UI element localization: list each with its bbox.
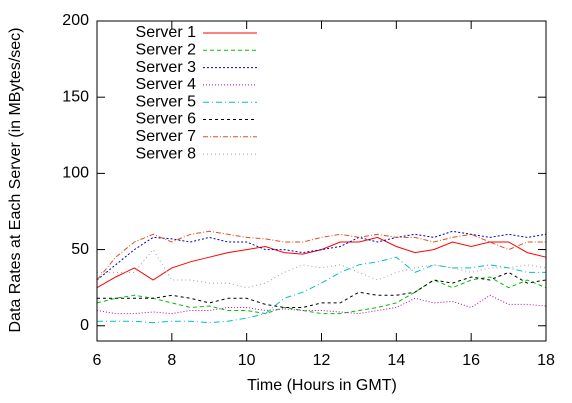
x-tick-label: 10 xyxy=(238,352,256,369)
legend-label: Server 4 xyxy=(136,76,197,93)
legend-label: Server 7 xyxy=(136,128,197,145)
data-line xyxy=(96,236,547,289)
data-line xyxy=(96,276,547,315)
plot-frame xyxy=(96,20,547,342)
x-tick-label: 18 xyxy=(537,352,555,369)
x-tick-label: 6 xyxy=(93,352,102,369)
data-line xyxy=(96,294,547,315)
legend-label: Server 5 xyxy=(136,93,197,110)
legend-label: Server 1 xyxy=(136,24,197,41)
data-line xyxy=(97,271,547,308)
y-axis-label: Data Rates at Each Server (in MBytes/sec… xyxy=(7,28,24,333)
data-line xyxy=(96,230,547,281)
y-tick-label: 0 xyxy=(80,317,89,334)
x-tick-label: 14 xyxy=(387,352,405,369)
data-line xyxy=(96,230,546,281)
y-tick-label: 150 xyxy=(62,88,89,105)
y-tick-label: 200 xyxy=(62,12,89,29)
x-tick-label: 16 xyxy=(462,352,480,369)
data-line xyxy=(97,248,547,289)
legend-label: Server 6 xyxy=(136,111,197,128)
data-line xyxy=(97,256,546,324)
x-axis-label: Time (Hours in GMT) xyxy=(247,377,397,394)
legend-label: Server 8 xyxy=(136,145,197,162)
y-tick-label: 50 xyxy=(71,241,89,258)
legend-label: Server 2 xyxy=(136,42,197,59)
legend-label: Server 3 xyxy=(136,59,197,76)
y-tick-label: 100 xyxy=(62,165,89,182)
x-tick-label: 8 xyxy=(167,352,176,369)
x-tick-label: 12 xyxy=(313,352,331,369)
